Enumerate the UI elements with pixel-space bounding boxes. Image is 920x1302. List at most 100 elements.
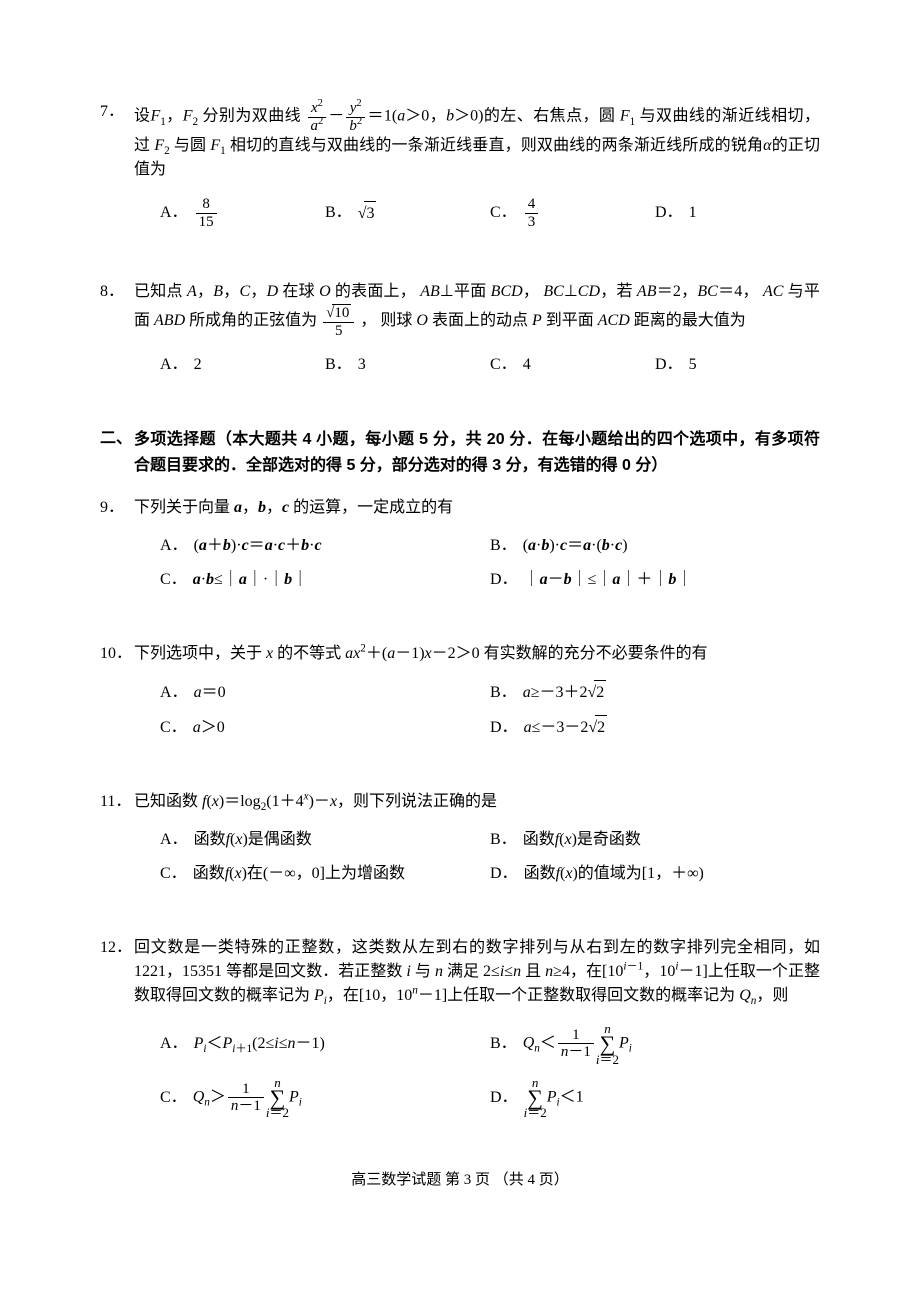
expr: Pi＜Pi＋1(2≤i≤n－1) xyxy=(194,1032,325,1056)
text: 表面上的动点 xyxy=(428,312,532,329)
value: 4 xyxy=(523,353,531,377)
text: 相切的直线与双曲线的一条渐近线垂直，则双曲线的两条渐近线所成的锐角 xyxy=(230,137,763,154)
v: a xyxy=(528,537,536,554)
t: ＜1 xyxy=(560,1088,584,1105)
text: ， xyxy=(242,499,258,516)
option-a: A．函数 f(x)是偶函数 xyxy=(160,828,490,852)
den: 15 xyxy=(196,213,217,231)
v: n xyxy=(288,1035,296,1052)
text: ＝2， xyxy=(656,283,697,300)
sup: 2 xyxy=(356,98,361,109)
option-b: B． 3 xyxy=(325,196,490,230)
text: 已知点 xyxy=(134,283,183,300)
text: ，若 xyxy=(600,283,637,300)
q11-body: 已知函数 f(x)＝log2(1＋4x)－x，则下列说法正确的是 xyxy=(134,790,820,814)
option-d: D．a≤－3－22 xyxy=(490,715,820,740)
text: ≤－3－2 xyxy=(532,716,589,740)
text: ， xyxy=(266,499,282,516)
expr: Qn＞1n－1n∑i＝2Pi xyxy=(193,1076,302,1120)
q10-number: 10． xyxy=(100,642,134,666)
text: ，在[10，10 xyxy=(327,987,412,1004)
option-c: C． 4 xyxy=(490,353,655,377)
option-b: B． (a·b)·c＝a·(b·c) xyxy=(490,534,820,558)
q11-number: 11． xyxy=(100,790,134,814)
t: －1 xyxy=(568,1044,591,1060)
expr: ｜a－b｜≤｜a｜＋｜b｜ xyxy=(524,568,693,592)
var: n xyxy=(513,963,521,980)
text: 距离的最大值为 xyxy=(630,312,746,329)
v: P xyxy=(619,1035,629,1052)
var: AB xyxy=(420,283,440,300)
label: A． xyxy=(160,353,188,377)
fraction: 1n－1 xyxy=(228,1081,264,1115)
t: ＋ xyxy=(285,537,301,554)
var: x xyxy=(212,793,219,810)
label: A． xyxy=(160,681,188,705)
text: 满足 2≤ xyxy=(443,963,500,980)
radicand: 3 xyxy=(364,201,376,226)
var: x xyxy=(311,100,318,116)
fraction: 1n－1 xyxy=(558,1027,594,1061)
text: 的不等式 xyxy=(273,645,345,662)
v: a xyxy=(265,537,273,554)
fraction: 105 xyxy=(323,304,354,339)
text: )是奇函数 xyxy=(572,828,641,852)
sqrt: 3 xyxy=(358,201,377,226)
sigma: ∑ xyxy=(596,1035,619,1053)
s: ＝2 xyxy=(600,1052,620,1067)
var: D xyxy=(267,283,279,300)
t: ·( xyxy=(591,537,602,554)
text: ， xyxy=(197,283,213,300)
question-11: 11． 已知函数 f(x)＝log2(1＋4x)－x，则下列说法正确的是 A．函… xyxy=(100,790,820,896)
text: 函数 xyxy=(524,862,556,886)
label: A． xyxy=(160,201,188,225)
s: ＝2 xyxy=(270,1105,290,1120)
label: D． xyxy=(655,353,683,377)
var: F xyxy=(183,108,193,125)
option-b: B． 3 xyxy=(325,353,490,377)
option-c: C． 43 xyxy=(490,196,655,230)
var: AB xyxy=(637,283,657,300)
var: x xyxy=(564,828,571,852)
sum-icon: n∑i＝2 xyxy=(266,1076,289,1120)
var: CD xyxy=(578,283,600,300)
text: (1＋4 xyxy=(266,793,303,810)
fraction: x2a2 xyxy=(308,100,327,134)
var: a xyxy=(387,645,395,662)
q7-number: 7． xyxy=(100,100,134,124)
s: ＋1 xyxy=(235,1043,252,1055)
text: ＝1( xyxy=(367,108,397,125)
expr: a·b≤｜a｜·｜b｜ xyxy=(193,568,308,592)
text: 下列关于向量 xyxy=(134,499,234,516)
option-d: D． 5 xyxy=(655,353,820,377)
sub: 1 xyxy=(220,145,226,157)
label: C． xyxy=(160,716,187,740)
option-a: A． (a＋b)·c＝a·c＋b·c xyxy=(160,534,490,558)
var: a xyxy=(194,681,202,705)
var: x xyxy=(234,862,241,886)
text: ≥4，在[10 xyxy=(553,963,623,980)
v: c xyxy=(314,537,321,554)
num: 1 xyxy=(228,1081,264,1098)
var: b xyxy=(446,108,454,125)
expr: (a·b)·c＝a·(b·c) xyxy=(523,534,628,558)
text: )－ xyxy=(309,793,330,810)
text: ＞0)的左、右焦点，圆 xyxy=(454,108,615,125)
t: ｜ xyxy=(676,571,692,588)
sum-icon: n∑i＝2 xyxy=(524,1076,547,1120)
label: C． xyxy=(160,862,187,886)
text: 且 xyxy=(521,963,545,980)
text: ＋( xyxy=(366,645,387,662)
num: 8 xyxy=(196,196,217,213)
option-a: A． Pi＜Pi＋1(2≤i≤n－1) xyxy=(160,1022,490,1066)
q8-body: 已知点 A，B，C，D 在球 O 的表面上， AB⊥平面 BCD， BC⊥CD，… xyxy=(134,280,820,339)
var: a xyxy=(524,716,532,740)
q12-number: 12． xyxy=(100,936,134,960)
s: i＋1 xyxy=(232,1043,252,1055)
t: (2≤ xyxy=(252,1035,274,1052)
s: i xyxy=(629,1043,632,1055)
text: 函数 xyxy=(193,862,225,886)
label: A． xyxy=(160,534,188,558)
label: D． xyxy=(490,716,518,740)
option-b: B． Qn＜1n－1n∑i＝2Pi xyxy=(490,1022,820,1066)
